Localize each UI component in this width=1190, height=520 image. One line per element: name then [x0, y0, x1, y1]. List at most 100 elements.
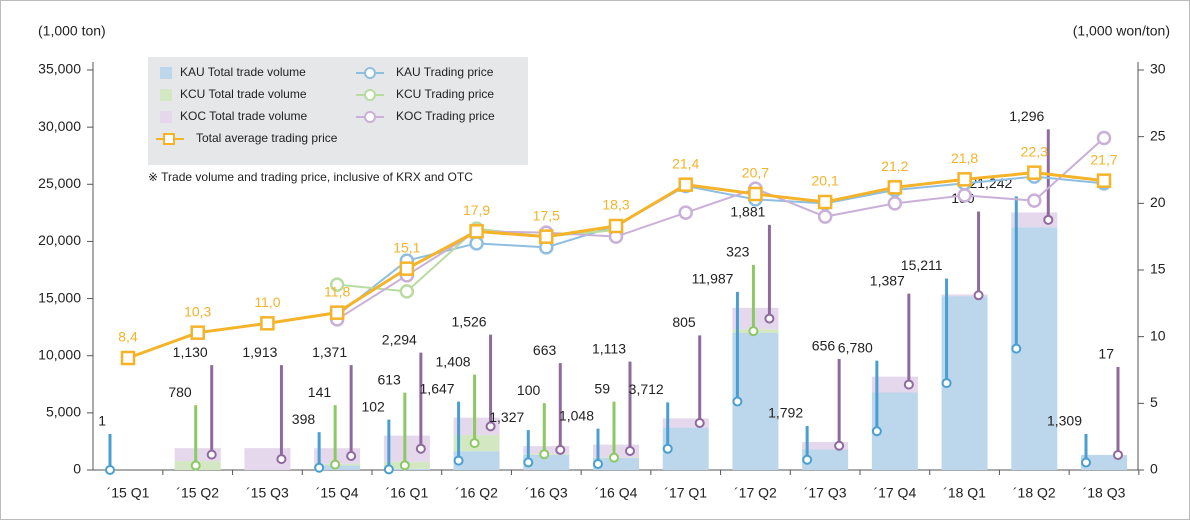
price-marker — [399, 284, 415, 299]
bar-segment — [453, 417, 500, 436]
y2-axis-unit: (1,000 won/ton) — [1073, 23, 1170, 39]
price-marker — [329, 277, 345, 292]
legend-marker — [364, 67, 376, 79]
y2-tick-label: 5 — [1150, 394, 1158, 410]
bar-value-label: 1,526 — [452, 313, 487, 329]
leader-dot — [732, 396, 743, 407]
leader-dot — [314, 462, 325, 473]
bar-value-label: 102 — [361, 398, 385, 414]
price-marker — [1027, 165, 1042, 180]
bar-value-label: 1,647 — [420, 380, 455, 396]
price-marker — [399, 261, 415, 276]
x-tick-label: ´18 Q1 — [943, 485, 986, 501]
price-marker — [817, 194, 833, 210]
y2-tick-label: 20 — [1150, 194, 1166, 210]
price-marker — [120, 350, 136, 366]
price-marker — [1027, 193, 1042, 208]
bar-value-label: 11,987 — [692, 271, 734, 287]
price-label: 8,4 — [118, 329, 138, 345]
legend-label: KOC Trading price — [396, 109, 495, 123]
leader-dot — [973, 290, 984, 301]
legend-swatch — [160, 67, 172, 79]
x-tick-label: ´16 Q1 — [385, 485, 428, 501]
bar-segment — [244, 448, 291, 470]
leader-dot — [399, 460, 410, 471]
bar-segment — [523, 454, 570, 470]
price-marker — [539, 229, 554, 244]
legend-label: KAU Trading price — [396, 65, 494, 79]
price-marker — [748, 186, 763, 202]
price-label: 20,7 — [742, 165, 769, 181]
legend-marker — [163, 133, 175, 145]
bar-value-label: 1,309 — [1047, 413, 1082, 429]
price-marker — [678, 205, 693, 220]
price-marker — [887, 196, 903, 211]
bar-value-label: 1,408 — [436, 353, 471, 369]
bar-segment — [662, 418, 709, 428]
bar-segment — [593, 458, 639, 470]
bar-value-label: 59 — [594, 380, 610, 396]
x-tick-label: ´15 Q2 — [176, 485, 219, 501]
bar-segment — [453, 451, 500, 470]
x-tick-label: ´15 Q3 — [246, 485, 289, 501]
bar-value-label: 323 — [726, 244, 750, 260]
bar-value-label: 1,792 — [768, 405, 803, 421]
price-label: 11,8 — [324, 283, 350, 299]
leader-dot — [1011, 343, 1022, 354]
leader-dot — [346, 451, 357, 462]
price-marker — [608, 218, 624, 234]
price-marker — [1096, 173, 1112, 188]
price-label: 10,3 — [184, 303, 211, 319]
price-marker — [469, 236, 484, 251]
price-label: 17,5 — [533, 207, 560, 223]
leader-dot — [834, 440, 845, 451]
x-tick-label: ´17 Q3 — [804, 485, 847, 501]
bar-segment — [802, 442, 849, 450]
price-label: 21,8 — [951, 150, 978, 166]
price-marker — [957, 188, 972, 203]
bar-value-label: 1,913 — [242, 344, 277, 360]
y-tick-label: 5,000 — [46, 404, 81, 420]
price-line — [336, 175, 1105, 317]
leader-dot — [206, 449, 217, 460]
price-label: 21,7 — [1090, 151, 1117, 167]
x-tick-label: ´17 Q1 — [664, 485, 707, 501]
bar-value-label: 1,130 — [173, 344, 208, 360]
y2-tick-label: 0 — [1150, 461, 1158, 477]
price-marker — [1096, 130, 1112, 146]
leader-dot — [662, 443, 673, 454]
legend-swatch — [160, 111, 172, 123]
bar-value-label: 663 — [533, 342, 557, 358]
leader-dot — [903, 379, 914, 390]
bar-value-label: 6,780 — [838, 339, 873, 355]
legend-swatch — [160, 89, 172, 101]
leader-dot — [1081, 457, 1091, 468]
price-label: 11,0 — [254, 294, 280, 310]
bar-value-label: 1,048 — [559, 407, 594, 423]
legend-marker — [364, 89, 376, 101]
legend-box — [148, 57, 528, 165]
bar-value-label: 613 — [377, 371, 401, 387]
price-label: 22,3 — [1021, 143, 1048, 159]
price-marker — [817, 209, 833, 224]
leader-dot — [539, 449, 550, 460]
legend-label: Total average trading price — [196, 131, 338, 145]
bar-value-label: 780 — [168, 384, 192, 400]
price-marker — [957, 172, 972, 187]
leader-dot — [523, 457, 534, 468]
x-tick-label: ´17 Q4 — [873, 485, 916, 501]
leader-dot — [1113, 449, 1123, 460]
bar-value-label: 17 — [1098, 346, 1114, 362]
price-label: 17,9 — [463, 202, 490, 218]
bar-segment — [802, 449, 849, 470]
leader-dot — [764, 313, 775, 324]
legend-marker — [364, 111, 376, 123]
y-tick-label: 20,000 — [38, 232, 81, 248]
bar-value-label: 1,371 — [312, 344, 347, 360]
price-label: 21,2 — [881, 158, 908, 174]
price-marker — [190, 325, 205, 340]
leader-dot — [625, 445, 635, 456]
y2-tick-label: 30 — [1150, 61, 1166, 77]
leader-dot — [555, 444, 566, 455]
leader-dot — [485, 421, 496, 432]
